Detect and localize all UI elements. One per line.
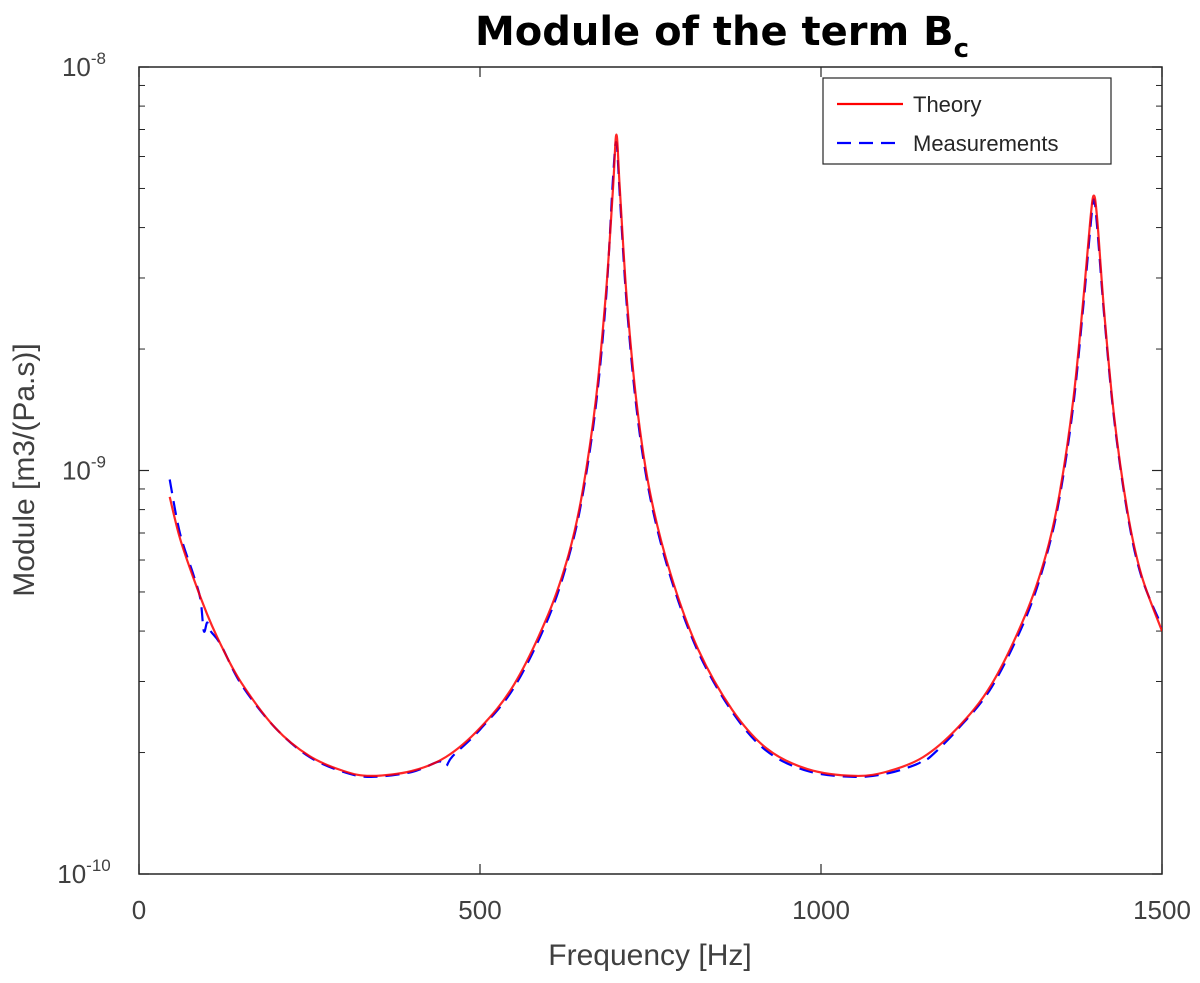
axis-tick-labels: 0 500 1000 1500 10-10 10-9 10-8 — [57, 49, 1191, 925]
y-tick-label: 10-9 — [62, 453, 106, 486]
y-tick-label: 10-8 — [62, 49, 106, 82]
y-axis-label: Module [m3/(Pa.s)] — [8, 343, 41, 596]
legend-label-theory: Theory — [913, 92, 981, 117]
legend-label-measurements: Measurements — [913, 131, 1059, 156]
x-tick-label: 0 — [132, 895, 146, 925]
legend: Theory Measurements — [822, 77, 1112, 165]
x-tick-label: 1500 — [1133, 895, 1191, 925]
chart-title: Module of the term Bc — [475, 9, 969, 64]
axis-ticks — [138, 66, 1163, 875]
series-layer — [168, 133, 1162, 779]
x-tick-label: 1000 — [792, 895, 850, 925]
legend-box — [822, 77, 1112, 165]
series-line-theory — [168, 133, 1162, 778]
plot-area — [138, 66, 1163, 875]
y-tick-label: 10-10 — [57, 856, 111, 889]
x-axis-label: Frequency [Hz] — [548, 939, 751, 972]
x-tick-label: 500 — [458, 895, 501, 925]
